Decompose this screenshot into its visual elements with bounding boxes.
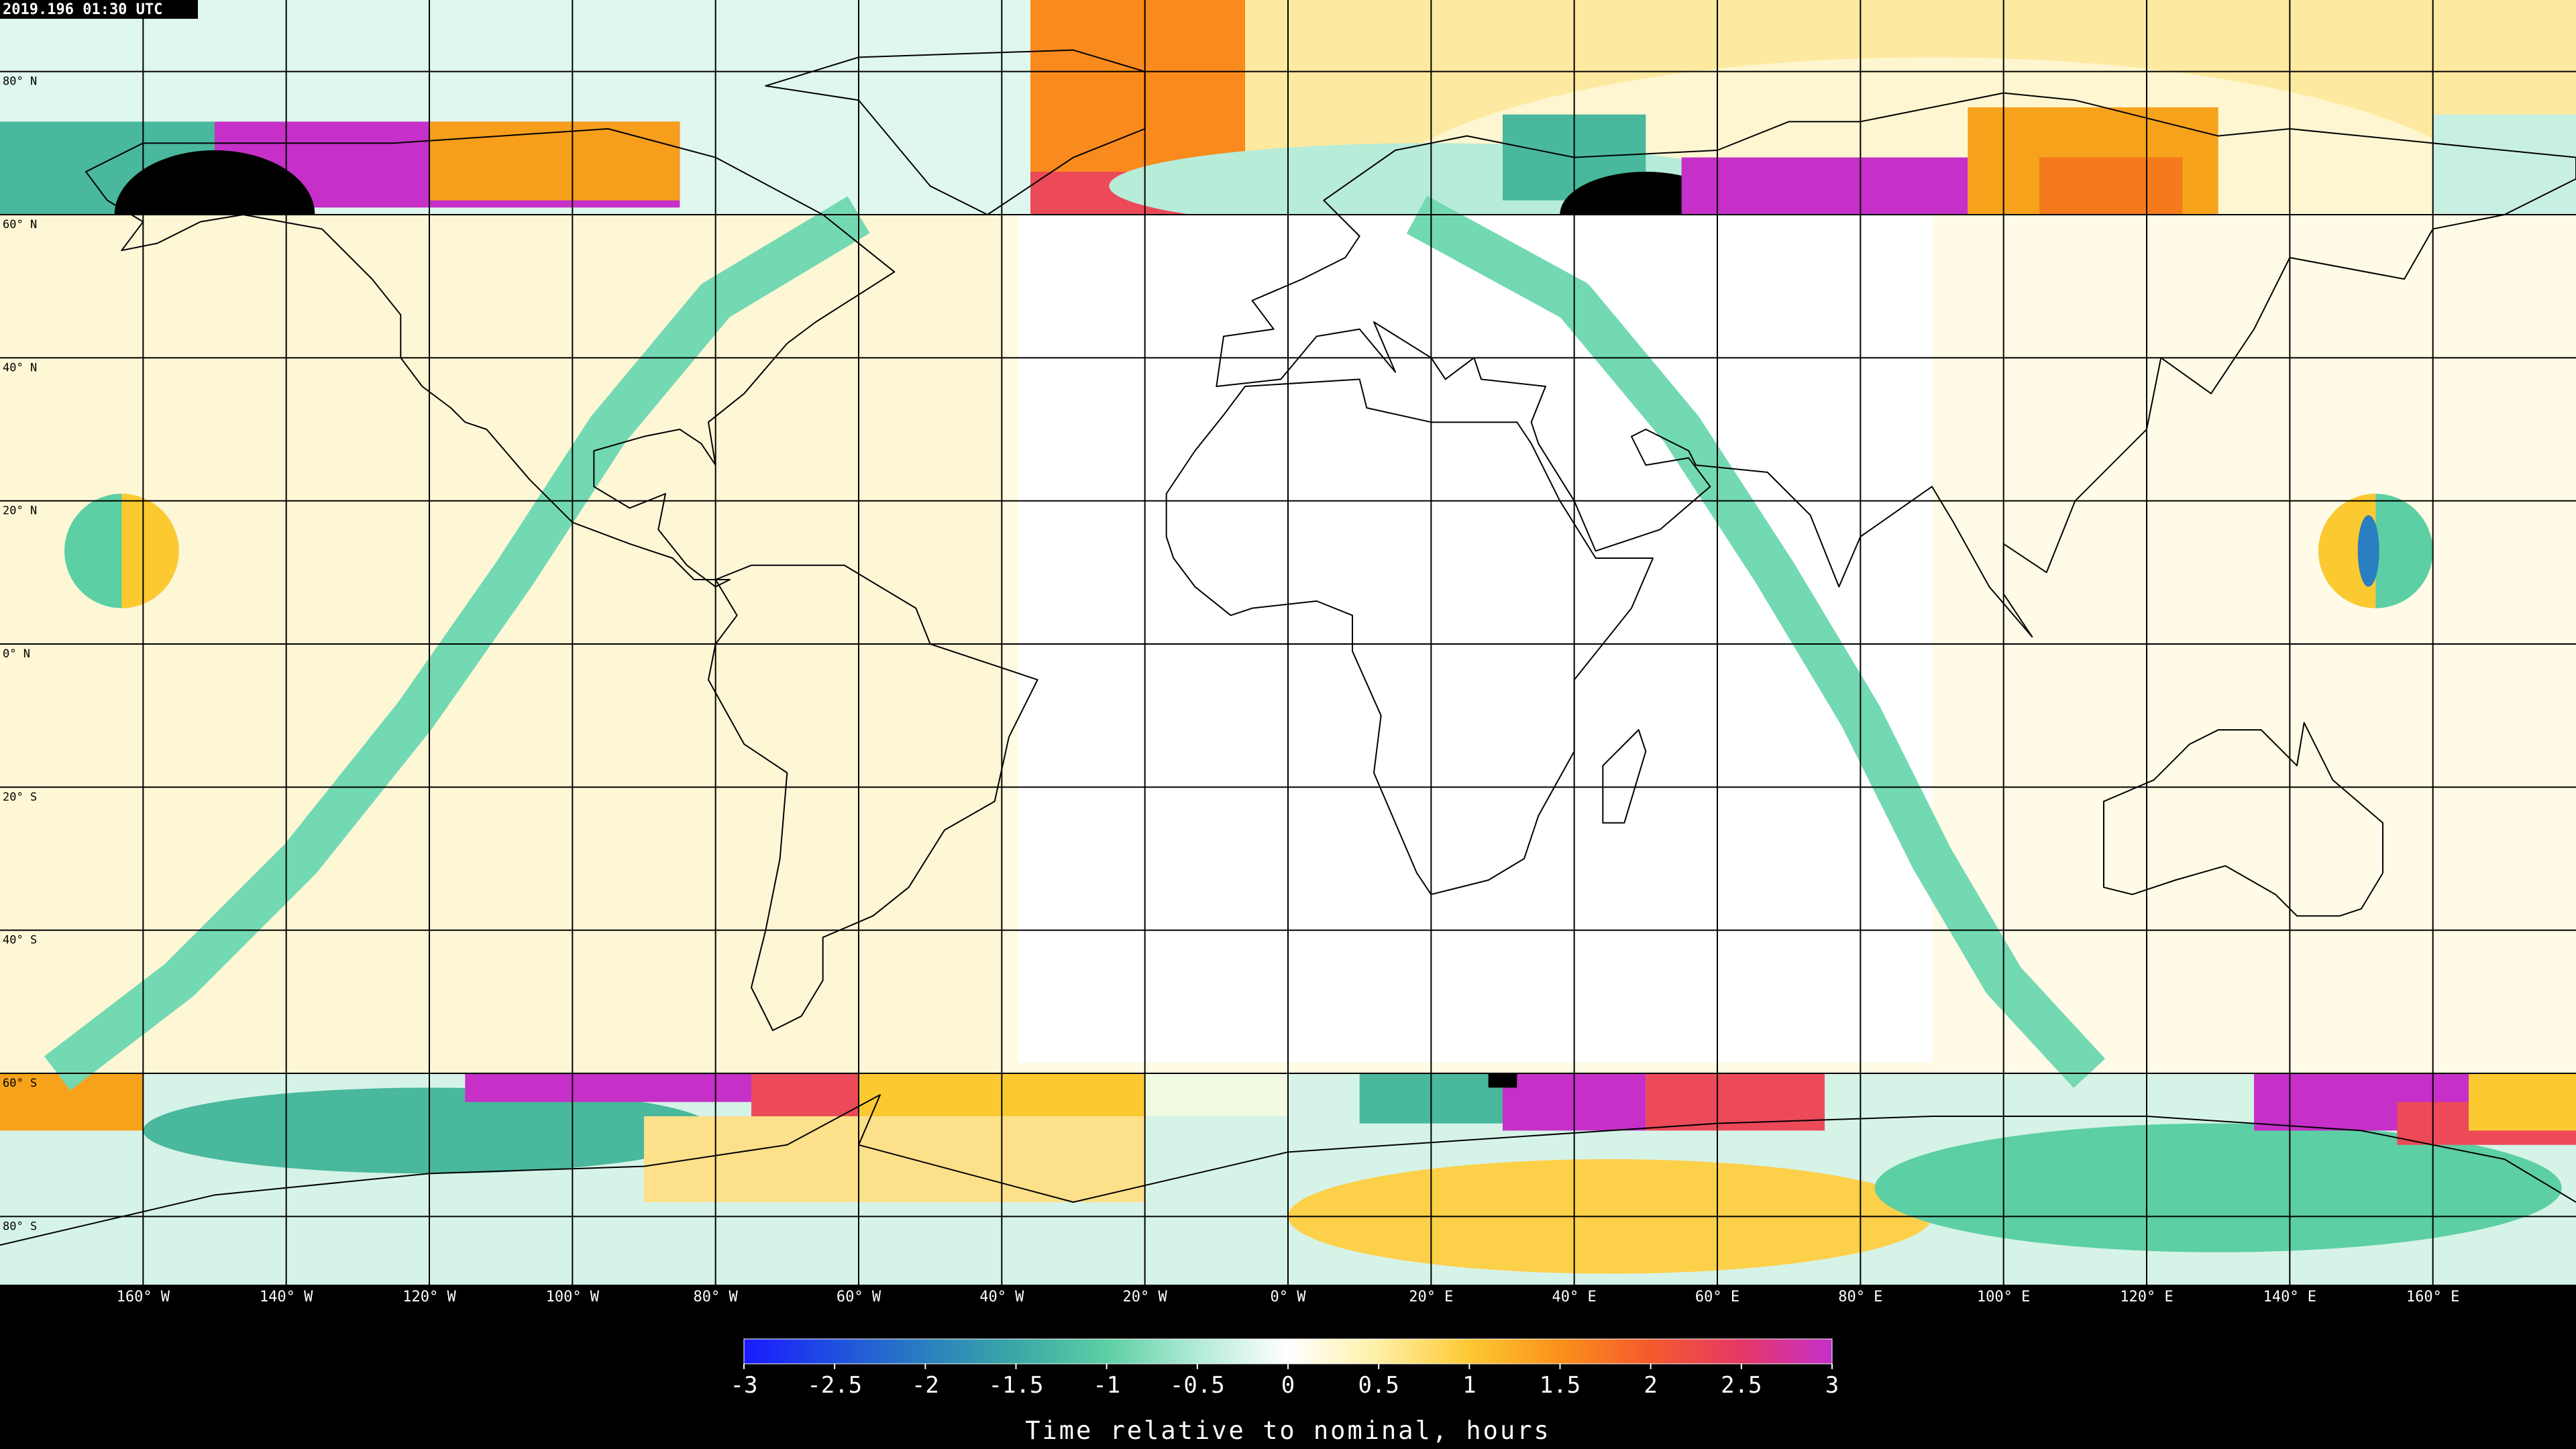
longitude-label: 120° W [402, 1289, 456, 1305]
latitude-label: 60° N [3, 218, 37, 231]
glint-marker-part [121, 493, 179, 608]
south-polar-band-part [2469, 1073, 2576, 1131]
south-polar-band-part [1646, 1073, 1825, 1131]
latitude-label: 20° N [3, 504, 37, 518]
longitude-label: 20° E [1409, 1289, 1453, 1305]
north-polar-band-part [2432, 114, 2576, 215]
colorbar-ticks: -3 -2.5 -2 -1.5 -1 -0.5 0 0.5 1 1.5 2 2.5 3 [731, 1364, 1839, 1399]
south-polar-band-part [465, 1073, 751, 1102]
south-polar-band-part [1144, 1073, 1288, 1117]
colorbar-tick-label: 2.5 [1721, 1372, 1762, 1399]
colorbar-tick-label: -2 [912, 1372, 939, 1399]
north-polar-band-part [2039, 157, 2183, 215]
south-polar-band-part [751, 1073, 859, 1117]
latitude-label: 40° N [3, 361, 37, 374]
north-polar-band-part [114, 150, 315, 215]
longitude-label: 20° W [1123, 1289, 1168, 1305]
timestamp: 2019.196 01:30 UTC [3, 1, 162, 18]
south-polar-band-part [1488, 1073, 1517, 1088]
longitude-label: 0° W [1271, 1289, 1307, 1305]
longitude-label: 80° W [694, 1289, 739, 1305]
map: 80° N 60° N 40° N 20° N 0° N 20° S 40° S 60° S 8… [0, 0, 2576, 1288]
colorbar-tick-label: 1.5 [1540, 1372, 1580, 1399]
colorbar-tick-label: -3 [731, 1372, 758, 1399]
coastline-part [86, 129, 894, 587]
coastline-part [0, 1095, 2576, 1245]
colorbar-label: Time relative to nominal, hours [1025, 1416, 1551, 1445]
longitude-label: 60° W [837, 1289, 881, 1305]
colorbar-tick-label: -1 [1093, 1372, 1120, 1399]
latitude-label: 0° N [3, 647, 30, 661]
longitude-label: 100° W [546, 1289, 600, 1305]
map-layer [0, 0, 2576, 1288]
longitude-label: 160° W [117, 1289, 170, 1305]
colorbar-tick-label: 2 [1644, 1372, 1657, 1399]
north-polar-band-part [1681, 157, 1968, 215]
glint-marker [64, 493, 2433, 608]
longitude-label: 40° E [1552, 1289, 1597, 1305]
south-polar-band-part [1874, 1123, 2562, 1252]
colorbar-tick-label: 1 [1462, 1372, 1476, 1399]
longitude-label: 100° E [1977, 1289, 2030, 1305]
longitude-label: 80° E [1838, 1289, 1882, 1305]
latitude-label: 80° S [3, 1220, 37, 1233]
longitude-labels: 160° W 140° W 120° W 100° W 80° W 60° W 40° W 2… [117, 1289, 2460, 1305]
fill-region [1018, 214, 1933, 1063]
longitude-label: 40° W [979, 1289, 1024, 1305]
colorbar-tick-label: 3 [1825, 1372, 1839, 1399]
latitude-labels: 80° N 60° N 40° N 20° N 0° N 20° S 40° S 60° S 8… [3, 75, 37, 1234]
glint-marker-part [2357, 515, 2379, 587]
colorbar-tick-label: 0.5 [1358, 1372, 1399, 1399]
coastline-part [708, 566, 1038, 1030]
colorbar-tick-label: -1.5 [989, 1372, 1044, 1399]
glint-marker-part [2318, 493, 2376, 608]
longitude-label: 60° E [1695, 1289, 1739, 1305]
south-polar-band-part [643, 1116, 1145, 1203]
longitude-label: 160° E [2406, 1289, 2459, 1305]
colorbar-tick-label: -2.5 [807, 1372, 862, 1399]
longitude-label: 120° E [2120, 1289, 2173, 1305]
longitude-label: 140° W [260, 1289, 313, 1305]
colorbar-tick-label: -0.5 [1170, 1372, 1225, 1399]
latitude-label: 60° S [3, 1077, 37, 1090]
longitude-label: 140° E [2263, 1289, 2316, 1305]
latitude-label: 20° S [3, 790, 37, 804]
coastline-part [2104, 722, 2383, 916]
graticule [0, 0, 2576, 1288]
latitude-label: 80° N [3, 75, 37, 89]
colorbar [743, 1338, 1833, 1364]
timestamp-box [0, 0, 198, 19]
latitude-label: 40° S [3, 934, 37, 947]
colorbar-tick-label: 0 [1281, 1372, 1295, 1399]
north-polar-band-part [429, 121, 680, 201]
coastline-part [1603, 730, 1646, 823]
